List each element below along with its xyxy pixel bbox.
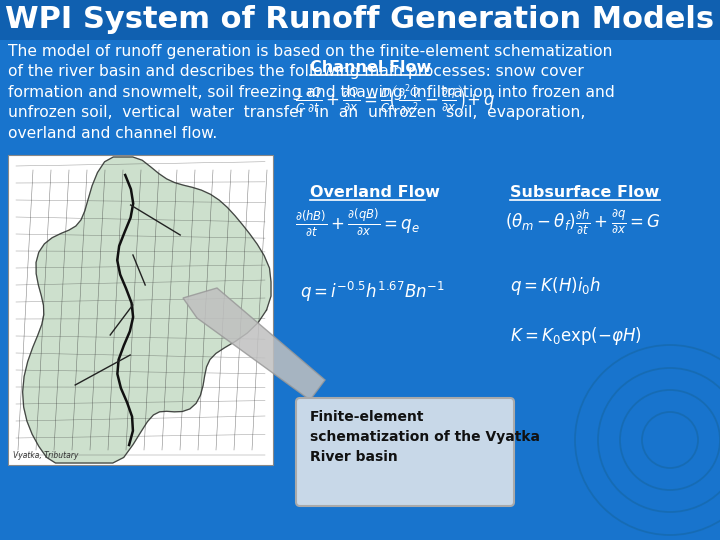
Polygon shape xyxy=(183,288,325,400)
Text: Subsurface Flow: Subsurface Flow xyxy=(510,185,660,200)
FancyBboxPatch shape xyxy=(0,0,720,40)
Polygon shape xyxy=(22,157,271,463)
Text: Overland Flow: Overland Flow xyxy=(310,185,440,200)
FancyBboxPatch shape xyxy=(8,155,273,465)
Text: $\left(\theta_m-\theta_f\right)\frac{\partial h}{\partial t}+\frac{\partial q}{\: $\left(\theta_m-\theta_f\right)\frac{\pa… xyxy=(505,207,661,236)
Text: $K=K_0\exp(-\varphi H)$: $K=K_0\exp(-\varphi H)$ xyxy=(510,325,642,347)
Text: Finite-element
schematization of the Vyatka
River basin: Finite-element schematization of the Vya… xyxy=(310,410,540,464)
Text: $q=i^{-0.5}h^{1.67}Bn^{-1}$: $q=i^{-0.5}h^{1.67}Bn^{-1}$ xyxy=(300,280,445,304)
Text: WPI System of Runoff Generation Models: WPI System of Runoff Generation Models xyxy=(6,5,714,35)
Text: $\frac{\partial(hB)}{\partial t}+\frac{\partial(qB)}{\partial x}=q_e$: $\frac{\partial(hB)}{\partial t}+\frac{\… xyxy=(295,207,420,238)
FancyBboxPatch shape xyxy=(296,398,514,506)
Text: $\frac{1}{C}\frac{\partial Q}{\partial t}+\frac{\partial Q}{\partial x}=\frac{D}: $\frac{1}{C}\frac{\partial Q}{\partial t… xyxy=(295,82,496,116)
Text: Vyatka, Tributary: Vyatka, Tributary xyxy=(13,451,78,460)
Text: The model of runoff generation is based on the finite-element schematization
of : The model of runoff generation is based … xyxy=(8,44,615,140)
Text: $q=K(H)i_0 h$: $q=K(H)i_0 h$ xyxy=(510,275,601,297)
Text: Channel Flow: Channel Flow xyxy=(310,60,431,75)
